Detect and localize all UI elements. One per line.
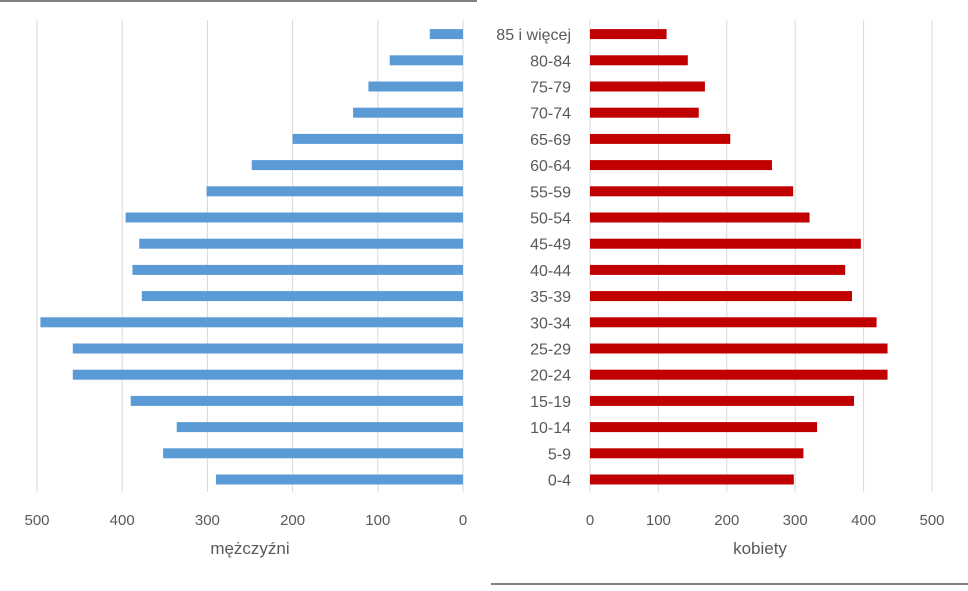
female-bar bbox=[590, 448, 804, 459]
age-group-label: 35-39 bbox=[530, 289, 571, 306]
female-tick-label: 500 bbox=[919, 512, 944, 529]
age-group-label: 85 i więcej bbox=[496, 27, 571, 44]
age-group-labels: 0-4 5-9 10-14 15-19 20-24 25-29 30-34 35-39 40-4… bbox=[496, 27, 571, 489]
age-group-label: 65-69 bbox=[530, 132, 571, 149]
female-bar bbox=[590, 395, 855, 406]
female-tick-label: 400 bbox=[851, 512, 876, 529]
male-bar bbox=[139, 238, 464, 249]
age-group-label: 20-24 bbox=[530, 368, 571, 385]
male-bar bbox=[40, 317, 464, 328]
female-axis-label: kobiety bbox=[733, 539, 787, 558]
age-group-label: 10-14 bbox=[530, 420, 571, 437]
female-bar bbox=[590, 291, 852, 302]
male-bar bbox=[163, 448, 463, 459]
male-tick-label: 100 bbox=[365, 512, 390, 529]
age-group-label: 25-29 bbox=[530, 342, 571, 359]
female-bar bbox=[590, 107, 699, 118]
female-bar bbox=[590, 343, 888, 354]
female-bar bbox=[590, 133, 731, 144]
female-grid bbox=[589, 20, 933, 492]
age-group-label: 75-79 bbox=[530, 80, 571, 97]
female-bar bbox=[590, 264, 846, 275]
male-bar bbox=[429, 29, 463, 40]
male-bar bbox=[353, 107, 463, 118]
age-group-label: 40-44 bbox=[530, 263, 571, 280]
female-bar bbox=[590, 212, 810, 223]
male-bar bbox=[176, 422, 463, 433]
age-group-label: 15-19 bbox=[530, 394, 571, 411]
age-group-label: 60-64 bbox=[530, 158, 571, 175]
male-tick-labels: 500 400 300 200 100 0 bbox=[24, 512, 467, 529]
male-bar bbox=[215, 474, 463, 485]
female-bar bbox=[590, 81, 705, 92]
female-bar bbox=[590, 55, 688, 66]
age-group-label: 70-74 bbox=[530, 106, 571, 123]
male-bar bbox=[132, 264, 463, 275]
male-tick-label: 200 bbox=[280, 512, 305, 529]
male-bar bbox=[368, 81, 463, 92]
female-bar bbox=[590, 238, 861, 249]
male-bar bbox=[130, 395, 463, 406]
male-tick-label: 400 bbox=[110, 512, 135, 529]
male-bar bbox=[251, 160, 463, 171]
male-axis-label: mężczyźni bbox=[210, 539, 289, 558]
male-bar bbox=[125, 212, 463, 223]
age-group-label: 5-9 bbox=[548, 446, 571, 463]
female-bars bbox=[590, 29, 888, 485]
female-bar bbox=[590, 29, 667, 40]
age-group-label: 30-34 bbox=[530, 315, 571, 332]
female-tick-label: 100 bbox=[646, 512, 671, 529]
male-bar bbox=[389, 55, 463, 66]
male-bar bbox=[72, 343, 463, 354]
male-bar bbox=[206, 186, 463, 197]
male-tick-label: 500 bbox=[24, 512, 49, 529]
male-bar bbox=[141, 291, 463, 302]
age-group-label: 55-59 bbox=[530, 184, 571, 201]
male-grid bbox=[36, 20, 464, 492]
age-group-label: 45-49 bbox=[530, 237, 571, 254]
female-bar bbox=[590, 369, 888, 380]
female-tick-labels: 0 100 200 300 400 500 bbox=[586, 512, 945, 529]
female-bar bbox=[590, 422, 818, 433]
male-bar bbox=[292, 133, 463, 144]
female-bar bbox=[590, 186, 794, 197]
male-tick-label: 0 bbox=[459, 512, 467, 529]
male-tick-label: 300 bbox=[195, 512, 220, 529]
female-bar bbox=[590, 474, 794, 485]
female-tick-label: 300 bbox=[783, 512, 808, 529]
female-bar bbox=[590, 317, 877, 328]
age-group-label: 50-54 bbox=[530, 211, 571, 228]
male-bar bbox=[72, 369, 463, 380]
female-tick-label: 200 bbox=[714, 512, 739, 529]
age-group-label: 80-84 bbox=[530, 53, 571, 70]
female-tick-label: 0 bbox=[586, 512, 594, 529]
male-bars bbox=[40, 29, 464, 485]
age-group-label: 0-4 bbox=[548, 473, 571, 490]
female-bar bbox=[590, 160, 772, 171]
